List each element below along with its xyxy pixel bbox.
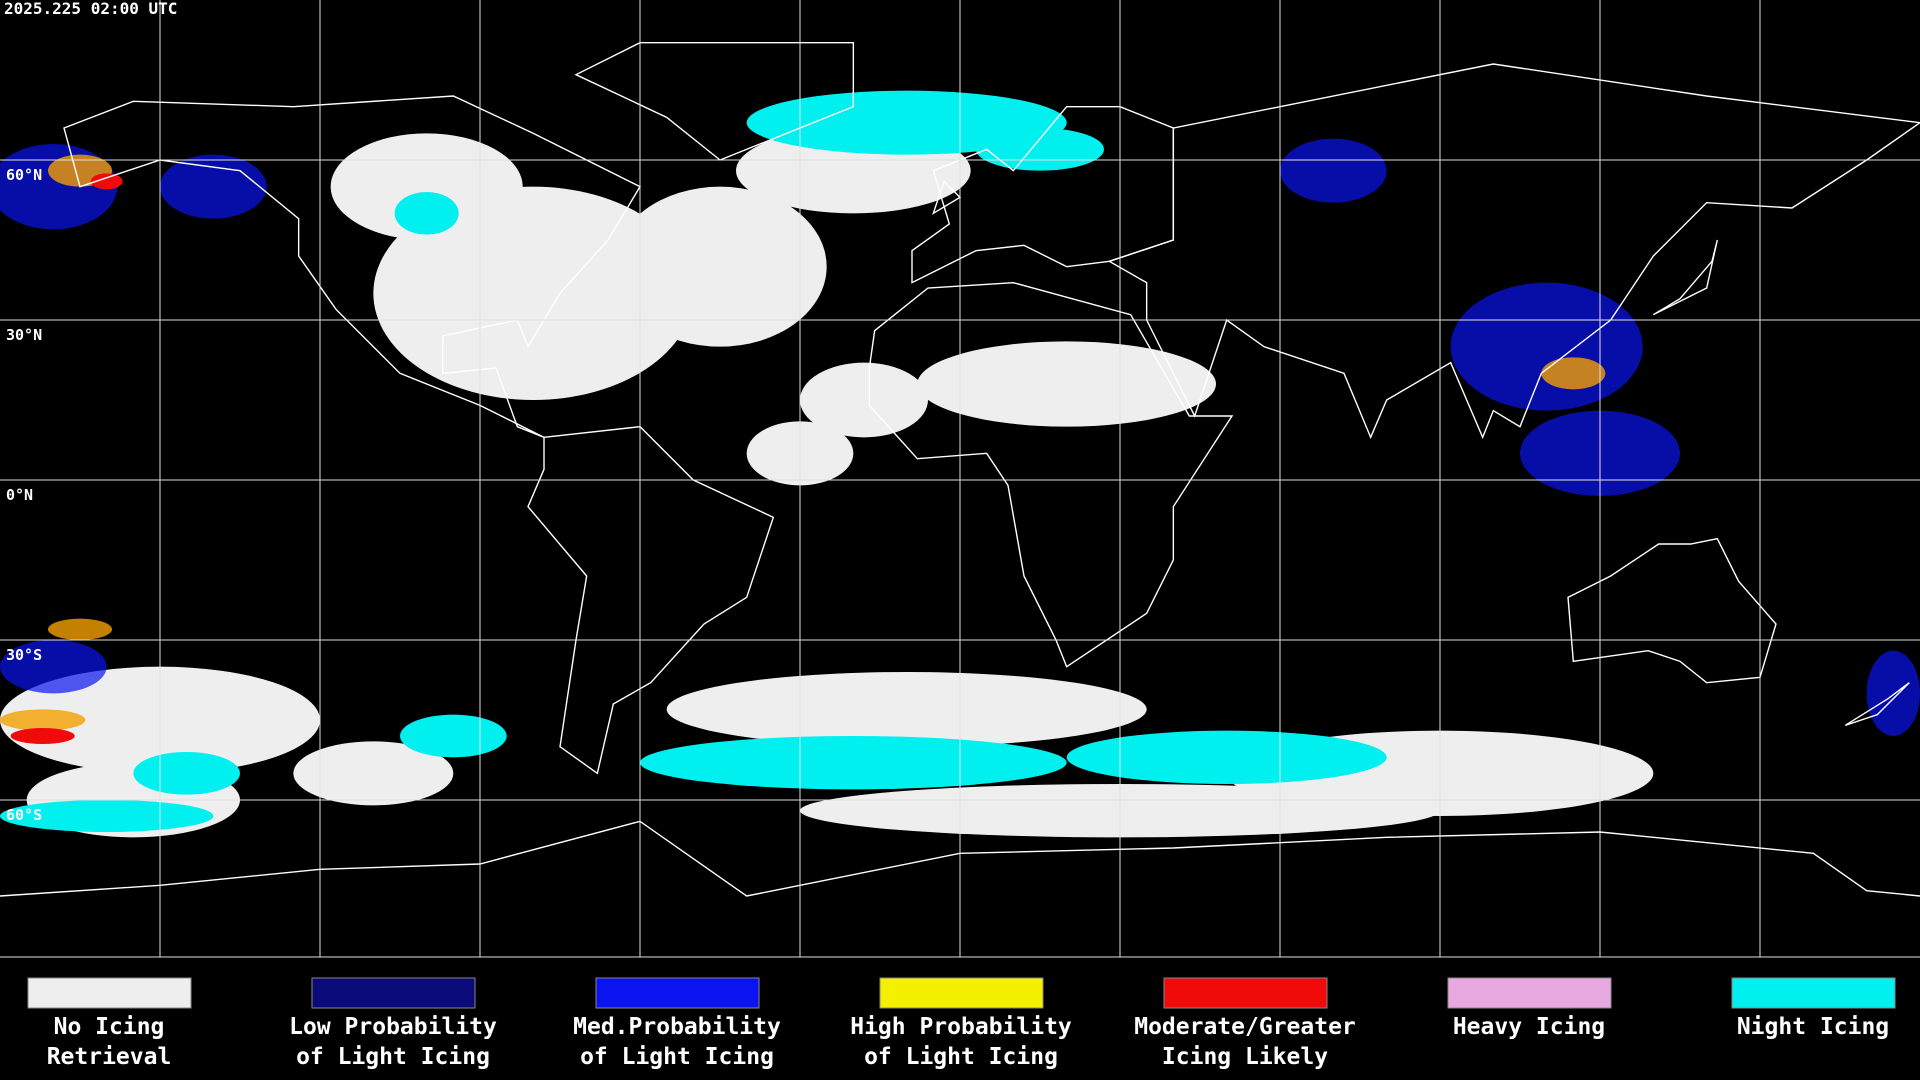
legend-label: Low Probability xyxy=(289,1014,497,1040)
legend-swatch xyxy=(1447,977,1612,1009)
legend-label: Night Icing xyxy=(1737,1014,1889,1040)
legend-label: Heavy Icing xyxy=(1453,1014,1605,1040)
cloud-icing-high xyxy=(0,154,1606,731)
timestamp: 2025.225 02:00 UTC xyxy=(4,0,177,18)
lat-label: 60°S xyxy=(6,806,42,824)
lat-label: 30°N xyxy=(6,326,42,344)
cloud-icing-moderate xyxy=(10,173,123,744)
legend-swatch xyxy=(1731,977,1896,1009)
legend-label: Moderate/Greater xyxy=(1134,1014,1356,1040)
legend-label: High Probability xyxy=(850,1014,1072,1040)
legend-swatch xyxy=(27,977,192,1009)
legend-label: Retrieval xyxy=(47,1044,172,1070)
lat-label: 60°N xyxy=(6,166,42,184)
lat-label: 0°N xyxy=(6,486,33,504)
legend: No Icing Retrieval Low Probability of Light… xyxy=(27,977,1896,1070)
lat-label: 30°S xyxy=(6,646,42,664)
legend-label: of Light Icing xyxy=(296,1044,490,1070)
legend-label: No Icing xyxy=(54,1014,165,1040)
legend-label: Icing Likely xyxy=(1162,1044,1328,1070)
graticule: 60°N 30°N 0°N 30°S 60°S xyxy=(0,0,1920,958)
legend-label: Med.Probability xyxy=(573,1014,781,1040)
legend-label: of Light Icing xyxy=(580,1044,774,1070)
legend-swatch xyxy=(595,977,760,1009)
legend-swatch xyxy=(311,977,476,1009)
legend-swatch xyxy=(879,977,1044,1009)
legend-label: of Light Icing xyxy=(864,1044,1058,1070)
legend-swatch xyxy=(1163,977,1328,1009)
